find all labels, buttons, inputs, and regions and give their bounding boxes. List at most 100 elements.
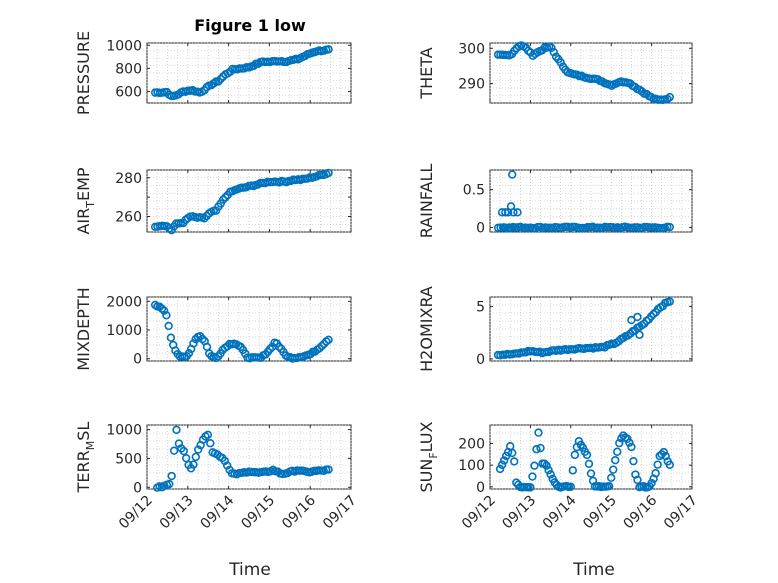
data-point [509, 208, 518, 217]
y-tick-label: 0.5 [463, 183, 485, 199]
y-tick-label: 0 [476, 480, 485, 496]
data-point [647, 312, 656, 321]
x-tick-label: 09/13 [499, 493, 539, 533]
data-point [542, 461, 551, 470]
data-point [633, 475, 642, 485]
data-point [508, 448, 517, 458]
y-axis-label-sub: F [427, 452, 440, 458]
y-tick-label: 1000 [106, 38, 142, 54]
y-axis-label: SUNFLUX [417, 421, 440, 492]
subplot-theta: 290 300 THETA [417, 41, 693, 105]
y-tick-label: 800 [115, 61, 142, 77]
subplot-h2omixra: 0 5 H2OMIXRA [417, 286, 693, 372]
data-point [265, 344, 275, 354]
data-point [499, 456, 509, 465]
data-point [164, 321, 173, 331]
data-point [544, 465, 553, 475]
data-point [169, 446, 179, 455]
x-axis-label-right: Time [572, 560, 615, 580]
subplot-terr_msl: 09/12 09/13 09/14 09/15 09/16 09/17 0 500 1000 TE… [74, 422, 360, 533]
data-point [665, 92, 674, 102]
x-tick-label: 09/16 [621, 492, 661, 532]
y-axis-label-main: H2OMIXRA [417, 286, 436, 372]
data-point [530, 461, 539, 470]
data-point [200, 214, 209, 223]
data-point [501, 208, 510, 217]
data-point [497, 460, 507, 469]
y-axis-label-sub: M [84, 441, 97, 451]
y-tick-label: 0 [476, 220, 485, 236]
data-point [221, 193, 230, 202]
data-point [220, 456, 229, 466]
data-point [324, 168, 333, 178]
data-point [582, 450, 592, 460]
subplot-rainfall: 0 0.5 RAINFALL [417, 164, 693, 239]
y-axis-label: AIRTEMP [74, 167, 97, 234]
data-point [206, 439, 215, 448]
x-tick-label: 09/15 [238, 493, 278, 533]
data-point [604, 481, 614, 491]
y-axis-label-main: MIXDEPTH [74, 287, 93, 370]
y-axis-label-rest: EMP [74, 167, 93, 201]
data-point [166, 333, 176, 342]
data-point [665, 297, 674, 306]
data-point [179, 446, 188, 456]
y-tick-label: 290 [458, 77, 485, 93]
data-point [556, 58, 565, 67]
data-point [499, 223, 509, 232]
data-point [606, 473, 616, 482]
data-point [547, 43, 556, 53]
data-point [657, 450, 666, 459]
data-point [324, 465, 333, 474]
data-point [510, 457, 519, 466]
y-tick-label: 1000 [106, 423, 142, 439]
data-point [549, 47, 558, 57]
data-point [528, 472, 537, 481]
x-tick-label: 09/12 [459, 493, 499, 533]
y-tick-label: 300 [458, 41, 485, 57]
data-point [611, 455, 620, 465]
data-point [513, 208, 522, 217]
y-axis-label: MIXDEPTH [74, 287, 93, 370]
y-axis-label: H2OMIXRA [417, 286, 436, 372]
data-point [249, 61, 258, 71]
y-tick-label: 600 [115, 84, 142, 100]
data-point [157, 304, 167, 313]
data-point [324, 45, 333, 54]
data-point [191, 452, 201, 462]
data-point [627, 442, 636, 452]
y-axis-label-main: PRESSURE [74, 31, 93, 115]
data-point [629, 456, 638, 466]
y-axis-label-main: RAINFALL [417, 164, 436, 239]
y-axis-label: THETA [417, 47, 436, 99]
y-tick-label: 0 [133, 480, 142, 496]
subplot-mixdepth: 0 1000 2000 MIXDEPTH [74, 287, 352, 371]
data-point [609, 465, 618, 474]
y-tick-label: 5 [476, 299, 485, 315]
data-point [532, 445, 541, 454]
data-point [495, 464, 505, 474]
subplot-air_temp: 260 280 AIRTEMP [74, 167, 352, 235]
data-point [216, 74, 225, 84]
data-point [189, 339, 198, 348]
y-tick-label: 260 [115, 210, 142, 226]
y-tick-label: 100 [458, 458, 485, 474]
data-point [534, 428, 543, 437]
data-point [653, 460, 662, 469]
data-point [508, 170, 517, 179]
data-point [526, 483, 535, 492]
data-point [165, 479, 174, 489]
data-point [317, 341, 327, 351]
x-tick-label: 09/13 [157, 493, 197, 533]
y-tick-label: 2000 [106, 294, 142, 310]
data-point [194, 445, 203, 454]
data-point [647, 478, 656, 488]
data-point [546, 470, 555, 479]
data-point [203, 430, 213, 440]
figure-title: Figure 1 low [194, 16, 306, 35]
y-axis-label-main: TERR [74, 450, 93, 493]
data-point [586, 469, 596, 478]
data-point [584, 459, 594, 469]
y-axis-label-rest: LUX [417, 421, 436, 452]
y-axis-label-rest: SL [74, 422, 93, 441]
